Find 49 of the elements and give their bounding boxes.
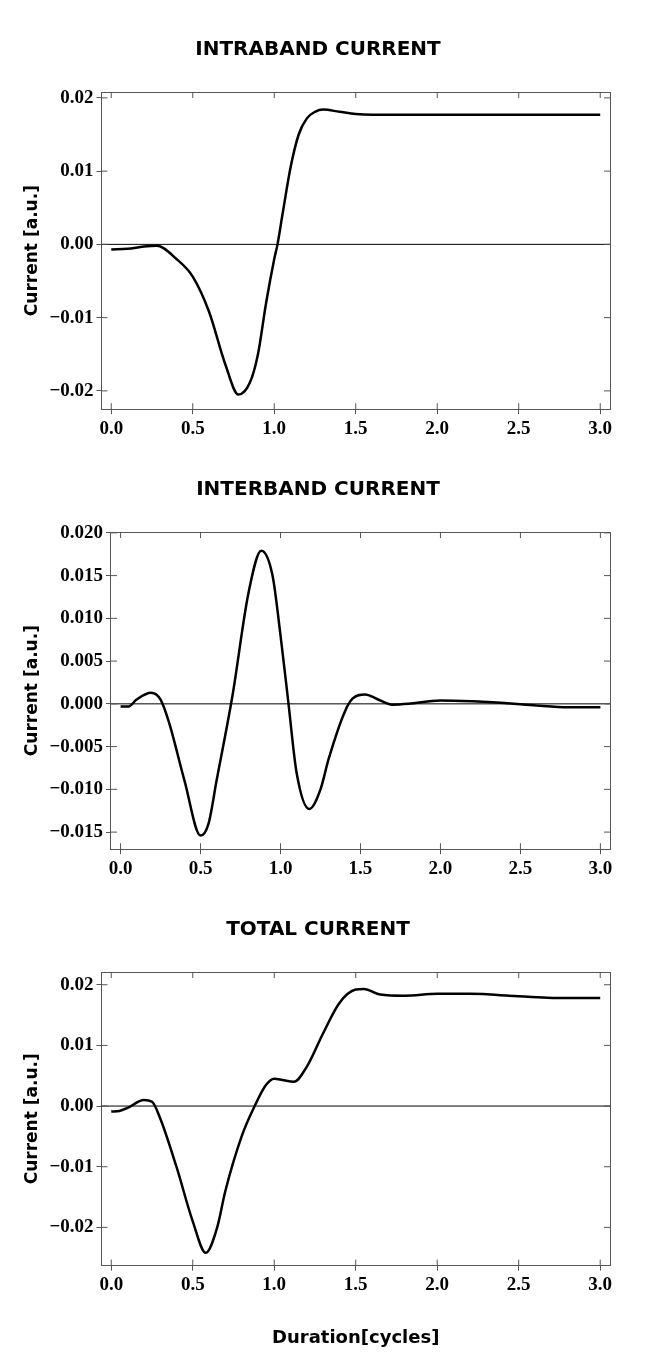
y-tick-label: 0.00 [60, 1093, 94, 1115]
line-series [110, 108, 602, 396]
y-axis-title: Current [a.u.] [20, 1053, 41, 1185]
x-tick-label: 3.0 [588, 1272, 613, 1294]
line-series [119, 549, 602, 837]
chart-title: INTERBAND CURRENT [196, 476, 441, 501]
y-tick-label: 0.010 [60, 606, 103, 628]
y-tick-label: 0.02 [60, 85, 94, 107]
x-tick-label: 2.5 [506, 1272, 531, 1294]
x-tick-label: 0.5 [188, 856, 213, 878]
y-axis-title: Current [a.u.] [20, 185, 41, 317]
x-tick-label: 3.0 [588, 856, 613, 878]
y-tick-label: −0.005 [49, 734, 103, 756]
y-tick-label: 0.015 [60, 563, 103, 585]
chart-title: INTRABAND CURRENT [195, 36, 442, 61]
x-tick-label: 2.5 [508, 856, 533, 878]
y-tick-label: −0.02 [49, 378, 94, 400]
x-tick-label: 1.0 [262, 416, 287, 438]
y-tick-label: −0.010 [49, 777, 103, 799]
x-tick-label: 0.0 [108, 856, 133, 878]
x-tick-label: 1.5 [343, 416, 368, 438]
x-tick-label: 0.0 [99, 416, 124, 438]
x-tick-label: 0.5 [180, 1272, 205, 1294]
y-axis-title: Current [a.u.] [20, 625, 41, 757]
x-tick-label: 3.0 [588, 416, 613, 438]
y-tick-label: 0.02 [60, 972, 94, 994]
x-tick-label: 1.5 [348, 856, 373, 878]
line-series [110, 987, 602, 1255]
y-tick-label: 0.01 [60, 159, 94, 181]
y-tick-label: 0.01 [60, 1033, 94, 1055]
x-tick-label: 0.0 [99, 1272, 124, 1294]
x-tick-label: 1.5 [343, 1272, 368, 1294]
x-tick-label: 2.0 [425, 1272, 450, 1294]
x-tick-label: 0.5 [180, 416, 205, 438]
y-tick-label: −0.01 [49, 1154, 94, 1176]
x-tick-label: 2.0 [428, 856, 453, 878]
y-tick-label: 0.020 [60, 520, 103, 542]
y-tick-label: 0.00 [60, 232, 94, 254]
x-tick-label: 1.0 [268, 856, 293, 878]
y-tick-label: −0.01 [49, 305, 94, 327]
x-tick-label: 2.0 [425, 416, 450, 438]
y-tick-label: 0.005 [60, 649, 103, 671]
chart-title: TOTAL CURRENT [226, 916, 411, 941]
x-tick-label: 2.5 [506, 416, 531, 438]
x-axis-title: Duration[cycles] [272, 1325, 440, 1347]
x-tick-label: 1.0 [262, 1272, 287, 1294]
y-tick-label: −0.015 [49, 820, 103, 842]
y-tick-label: −0.02 [49, 1215, 94, 1237]
y-tick-label: 0.000 [60, 691, 103, 713]
